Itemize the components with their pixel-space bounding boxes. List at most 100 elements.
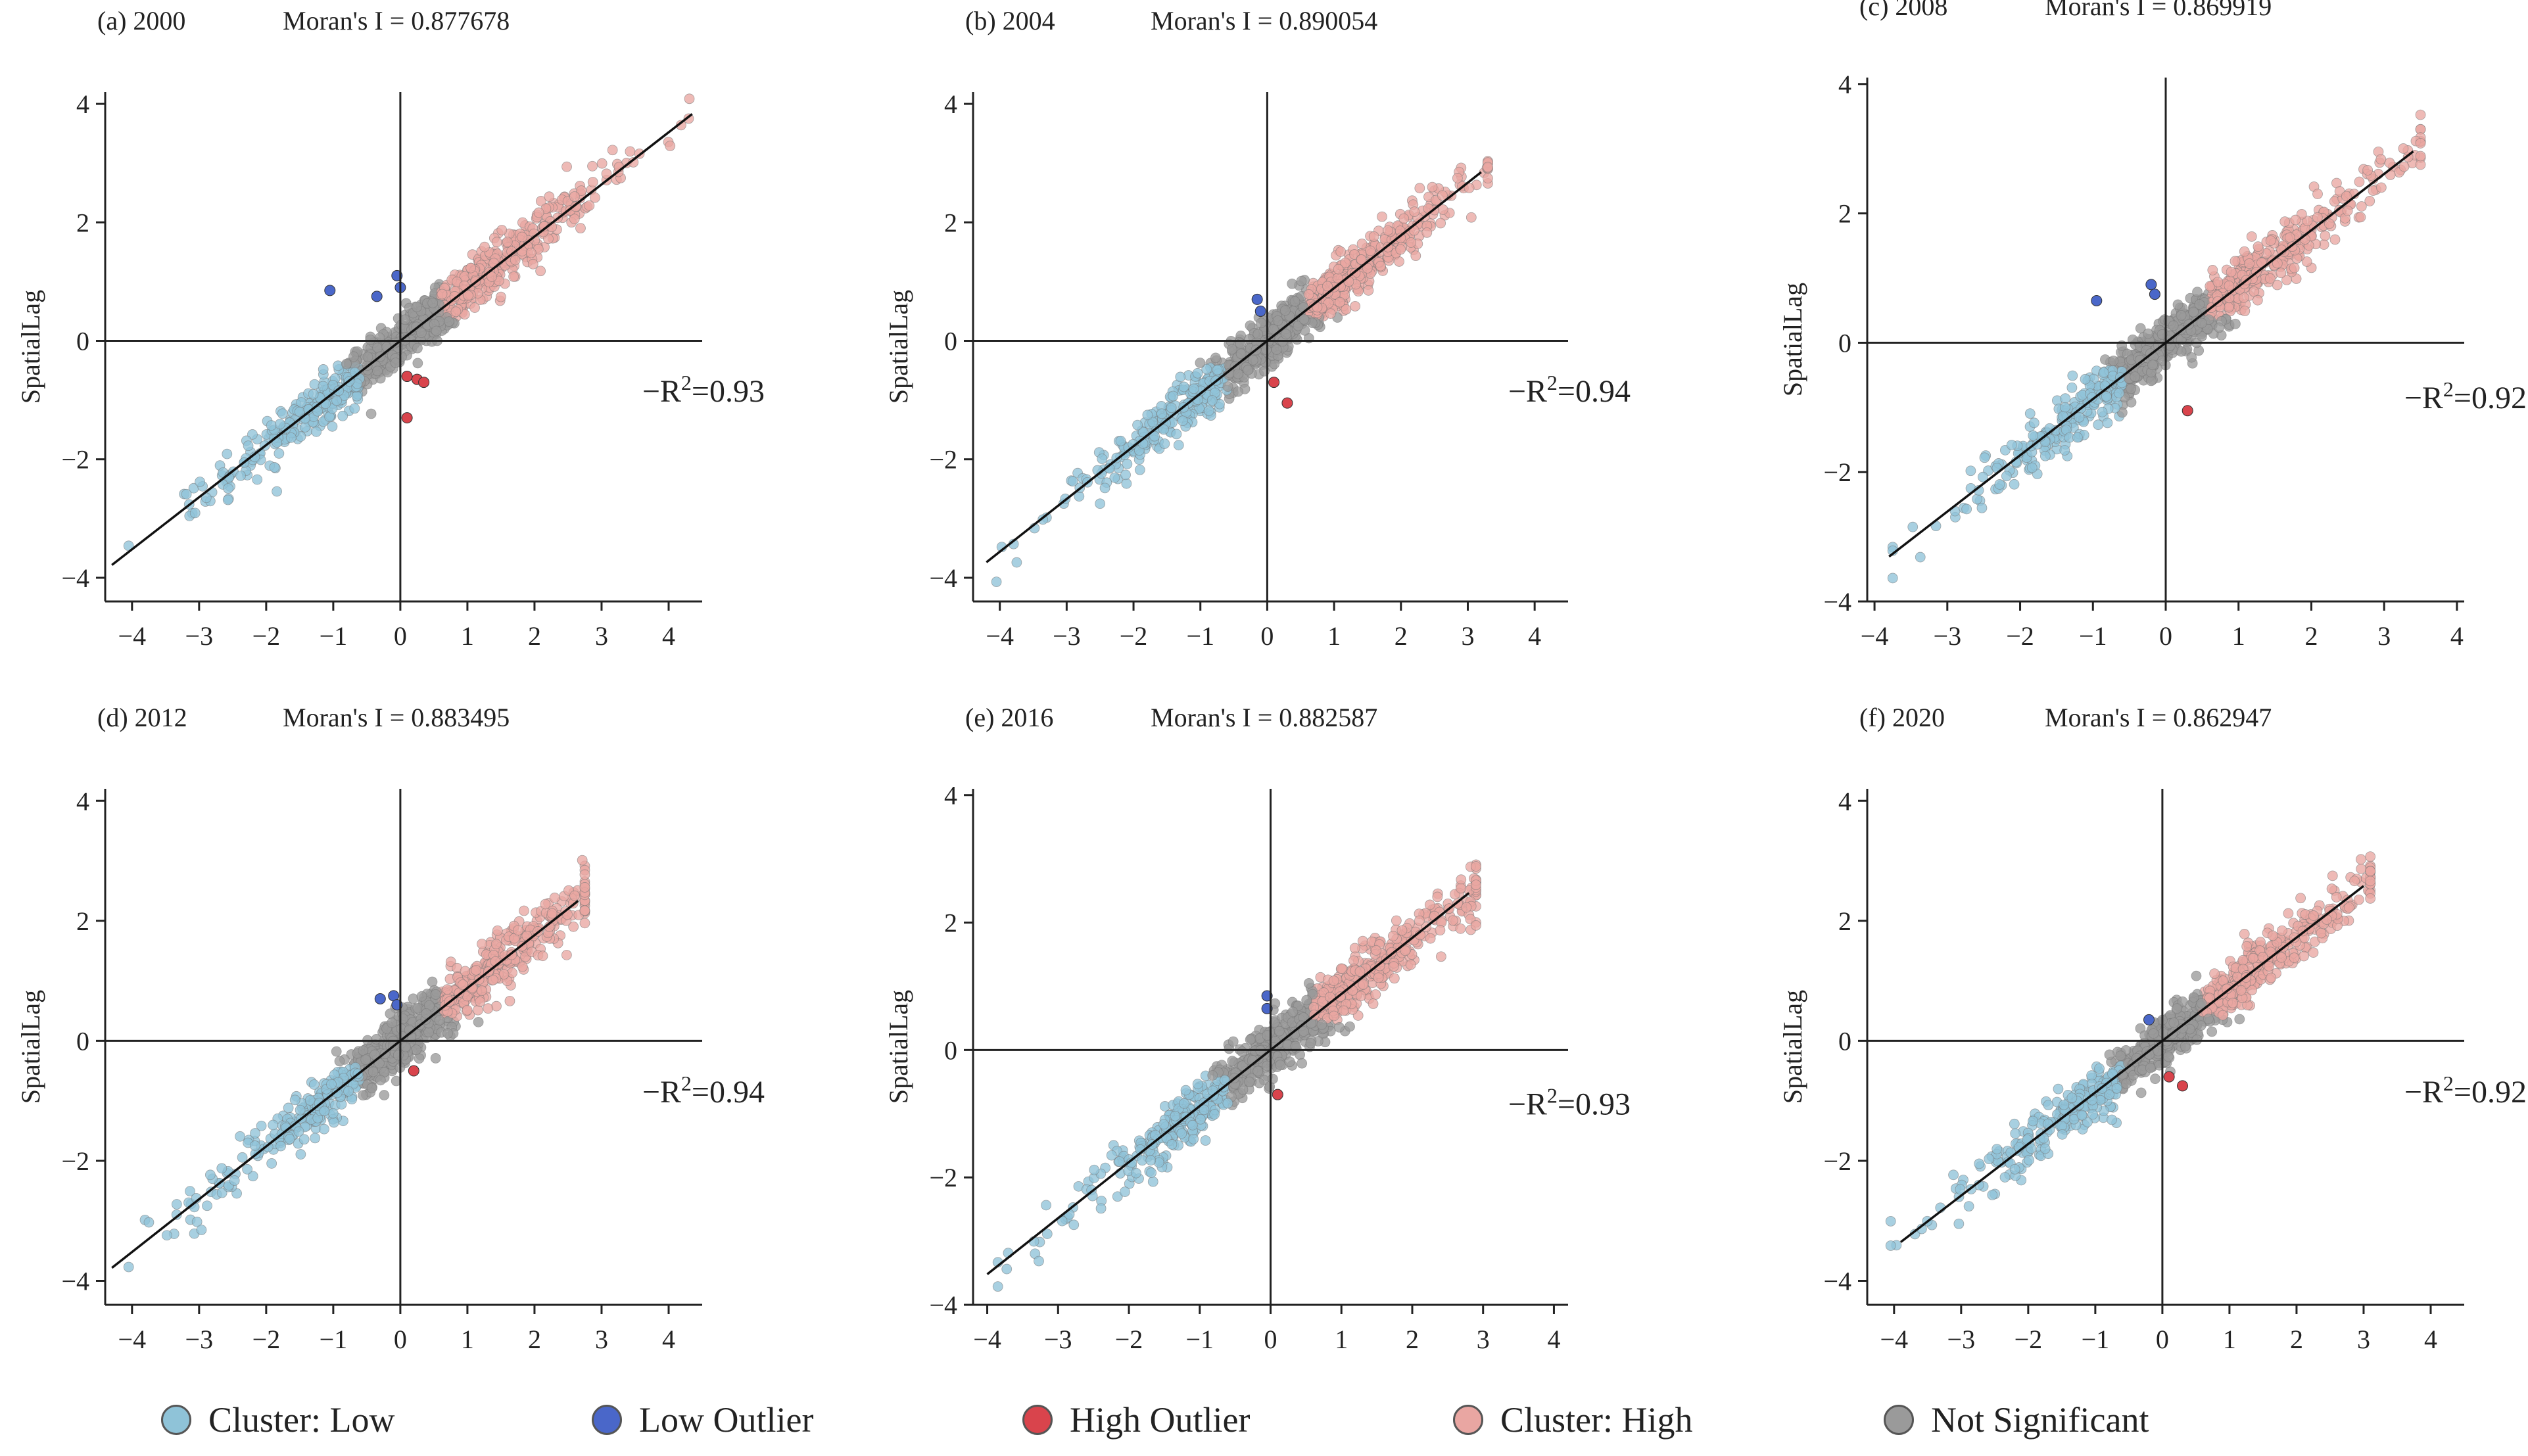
data-point (1414, 915, 1425, 926)
data-point (1391, 915, 1402, 926)
data-point (2172, 299, 2183, 310)
data-point (414, 1053, 425, 1064)
data-point (358, 1090, 368, 1101)
data-point (1228, 1036, 1239, 1047)
data-point (1106, 1150, 1117, 1161)
data-point (1335, 246, 1347, 257)
data-point (319, 1106, 330, 1117)
data-point (1173, 440, 1184, 451)
data-point (1355, 991, 1366, 1002)
data-point (1373, 972, 1384, 983)
data-point (535, 266, 546, 277)
data-point (1120, 1186, 1130, 1197)
y-tick-label: −4 (929, 563, 957, 593)
data-point (351, 390, 362, 402)
data-point (1409, 206, 1420, 217)
data-point (533, 207, 544, 218)
data-point (1350, 300, 1361, 312)
data-point (1280, 305, 1291, 316)
data-point (400, 314, 410, 325)
x-tick-label: 0 (2159, 621, 2172, 651)
x-tick-label: 0 (394, 621, 407, 651)
panel-title: (d) 2012 (97, 703, 187, 732)
data-point (2059, 445, 2070, 456)
data-point (2097, 406, 2108, 417)
data-point (1166, 402, 1177, 413)
data-point (1200, 1135, 1211, 1146)
data-point (601, 168, 612, 179)
x-tick-label: −1 (1185, 1325, 1214, 1354)
x-tick-label: 4 (1547, 1325, 1560, 1354)
x-tick-label: 1 (2223, 1325, 2236, 1354)
data-point (1097, 454, 1108, 464)
data-point (579, 869, 590, 880)
data-point (1287, 1006, 1299, 1018)
data-point (1907, 521, 1919, 532)
data-point (1171, 429, 1182, 440)
data-point (318, 381, 329, 392)
data-point (222, 494, 233, 505)
x-tick-label: −1 (2082, 1325, 2110, 1354)
data-point (2252, 294, 2263, 306)
data-point (1461, 902, 1472, 913)
data-point (1435, 218, 1446, 229)
data-point (1271, 344, 1282, 355)
data-point (1247, 354, 1258, 365)
data-point (1203, 405, 1214, 416)
data-point (1363, 285, 1374, 296)
data-point (1471, 880, 1481, 891)
x-tick-label: 1 (1327, 621, 1341, 651)
data-point (2196, 317, 2207, 329)
data-point (1405, 959, 1416, 970)
x-tick-label: 3 (595, 1325, 608, 1354)
data-point (1180, 1085, 1191, 1096)
low-outlier-point (2091, 294, 2103, 306)
data-point (274, 448, 285, 459)
data-point (2312, 212, 2323, 223)
x-tick-label: 2 (2304, 621, 2318, 651)
data-point (1267, 1073, 1278, 1085)
data-point (1188, 1133, 1199, 1144)
data-point (393, 1050, 404, 1061)
data-point (1421, 227, 1433, 238)
data-point (1368, 231, 1379, 242)
data-point (2176, 346, 2187, 357)
data-point (266, 1158, 277, 1169)
data-point (2239, 306, 2251, 317)
y-tick-label: 0 (944, 326, 957, 356)
data-point (1435, 951, 1446, 962)
y-tick-label: 2 (76, 906, 89, 936)
data-point (684, 93, 695, 105)
data-point (579, 918, 590, 929)
regression-line (986, 892, 1470, 1275)
data-point (1303, 978, 1314, 989)
x-tick-label: −2 (1120, 621, 1148, 651)
data-point (308, 388, 319, 400)
data-point (1333, 264, 1344, 275)
data-point (385, 1008, 396, 1020)
morans-i-label: Moran's I = 0.869919 (2045, 0, 2272, 21)
data-point (2028, 430, 2039, 441)
x-tick-label: −4 (1880, 1325, 1909, 1354)
data-point (549, 892, 560, 903)
data-point (295, 1149, 306, 1160)
data-point (331, 1046, 342, 1057)
data-point (250, 1128, 260, 1139)
x-tick-label: 3 (1477, 1325, 1490, 1354)
x-tick-label: 3 (2377, 621, 2391, 651)
data-point (1976, 502, 1988, 513)
data-point (1275, 1060, 1286, 1070)
data-point (334, 1056, 345, 1067)
data-point (371, 1034, 382, 1045)
data-point (189, 507, 201, 519)
x-tick-label: −3 (1044, 1325, 1072, 1354)
data-point (2415, 138, 2426, 149)
data-point (546, 908, 558, 919)
data-point (1375, 260, 1386, 271)
data-point (348, 351, 359, 362)
panel-title: (f) 2020 (1859, 703, 1945, 732)
data-point (540, 899, 551, 910)
data-point (2265, 235, 2276, 246)
data-point (1316, 1019, 1327, 1030)
